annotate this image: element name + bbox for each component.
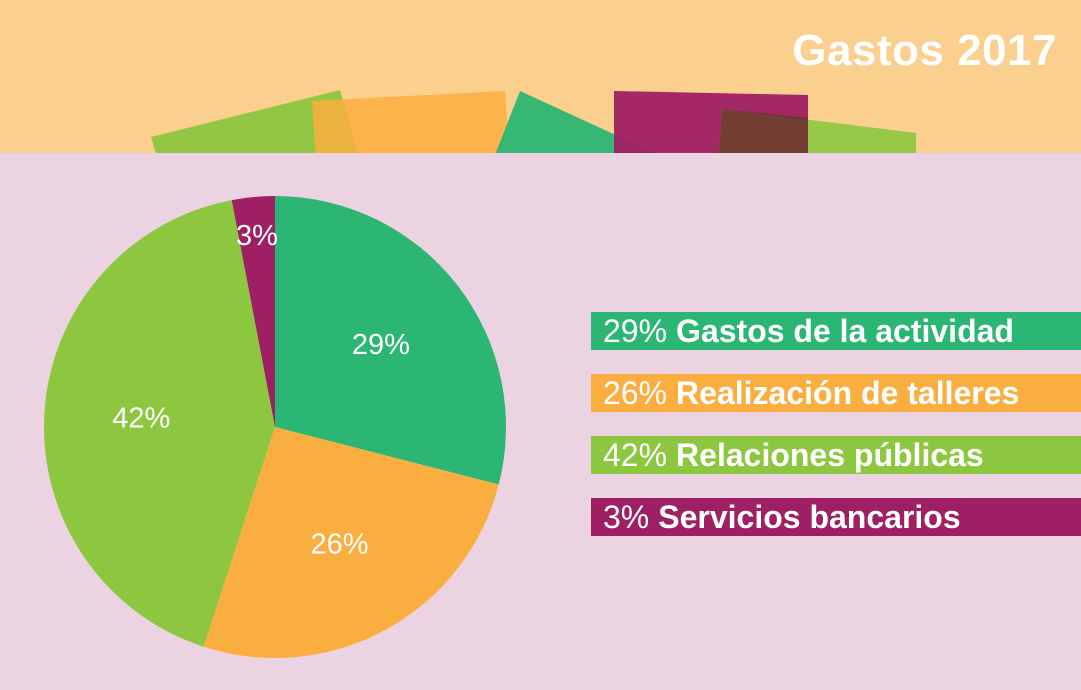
pie-label-0: 29% <box>352 329 410 361</box>
pie-slice-0 <box>275 196 506 485</box>
legend-percent: 3% <box>603 498 650 535</box>
legend-item-1: 26% Realización de talleres <box>591 374 1081 412</box>
decor-bar-green-left <box>151 90 358 153</box>
legend: 29% Gastos de la actividad 26% Realización … <box>591 312 1081 560</box>
pie-slice-3 <box>231 196 275 427</box>
legend-label: Relaciones públicas <box>676 436 984 473</box>
legend-percent: 29% <box>603 312 668 349</box>
pie-slice-2 <box>44 200 275 647</box>
pie-label-1: 26% <box>311 528 369 560</box>
pie-chart: 29% 26% 42% 3% <box>44 196 506 658</box>
decor-bar-orange <box>312 91 510 153</box>
pie-slice-1 <box>203 427 499 658</box>
chart-title: Gastos 2017 <box>792 26 1057 75</box>
header-banner: Gastos 2017 <box>0 0 1081 153</box>
pie-label-2: 42% <box>112 403 170 435</box>
decor-bar-dark-overlap <box>718 109 808 153</box>
legend-label: Gastos de la actividad <box>676 312 1014 349</box>
legend-item-2: 42% Relaciones públicas <box>591 436 1081 474</box>
legend-percent: 26% <box>603 374 668 411</box>
legend-label: Servicios bancarios <box>658 498 961 535</box>
legend-item-3: 3% Servicios bancarios <box>591 498 1081 536</box>
legend-item-0: 29% Gastos de la actividad <box>591 312 1081 350</box>
legend-percent: 42% <box>603 436 668 473</box>
legend-label: Realización de talleres <box>676 374 1020 411</box>
decorative-bars <box>151 90 916 153</box>
pie-label-3: 3% <box>236 220 278 252</box>
